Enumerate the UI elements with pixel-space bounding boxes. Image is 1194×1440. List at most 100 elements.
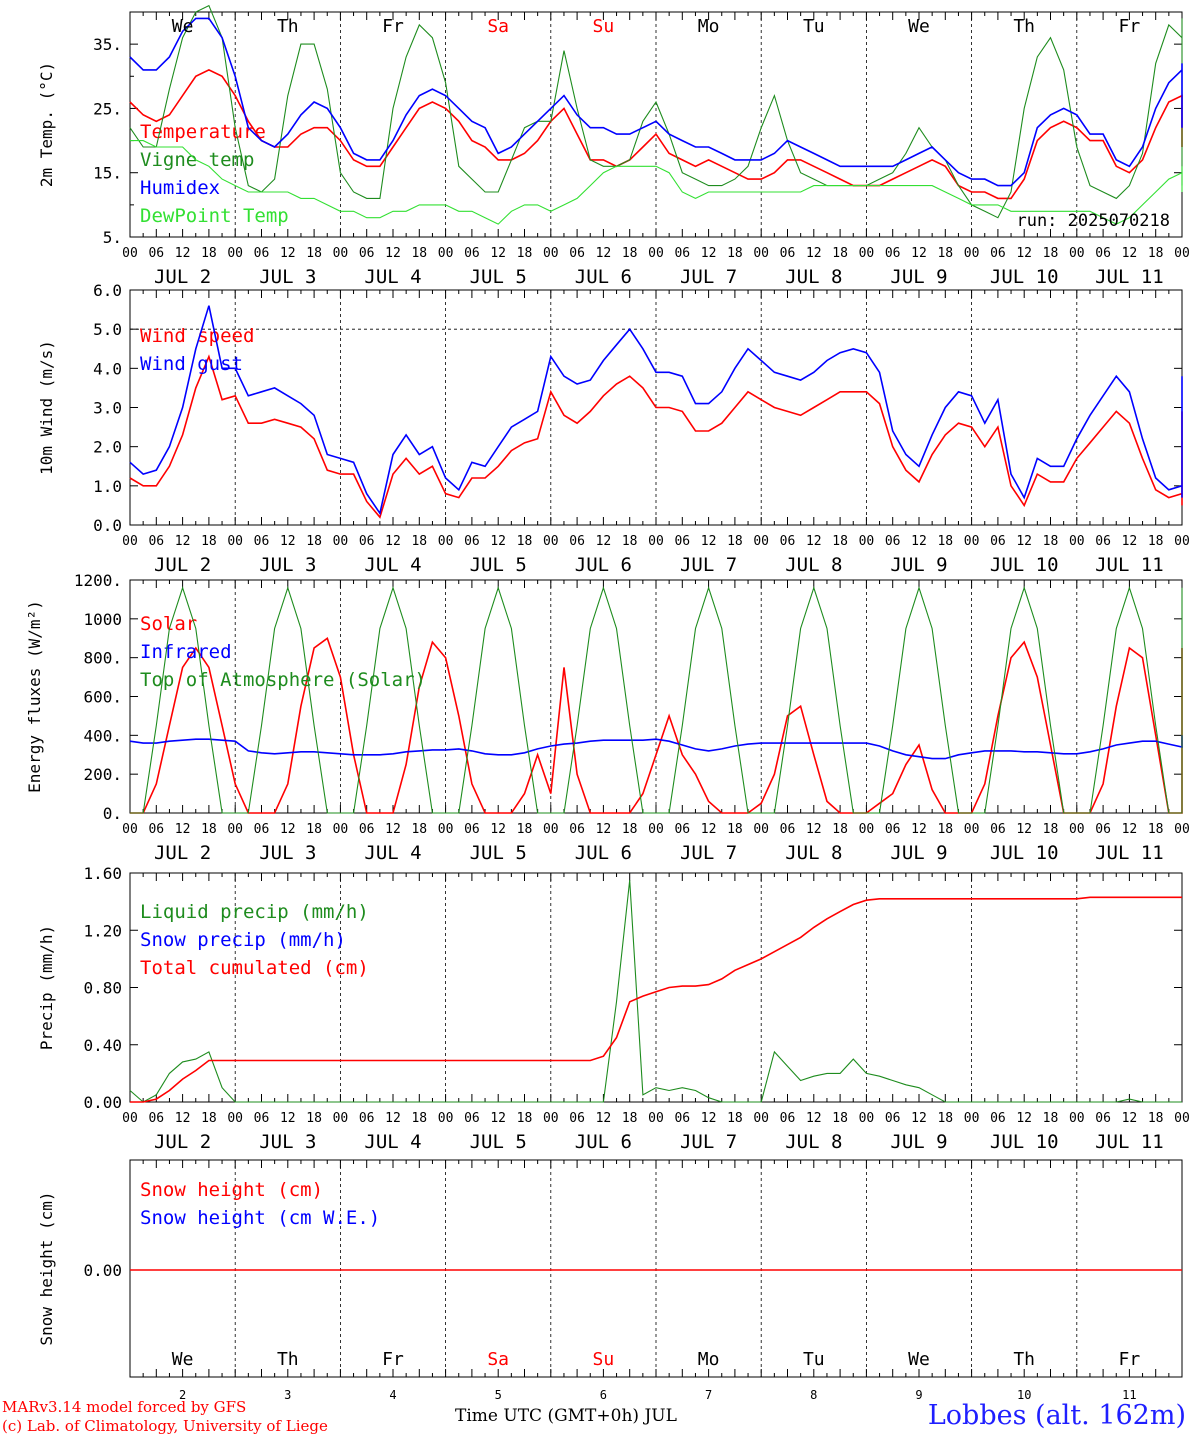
date-label: JUL 7 xyxy=(680,266,737,288)
hour-tick-label: 06 xyxy=(1095,534,1111,549)
hour-tick-label: 18 xyxy=(937,1111,953,1126)
y-tick-label: 3.0 xyxy=(93,399,122,418)
hour-tick-label: 06 xyxy=(1095,822,1111,837)
hour-tick-label: 06 xyxy=(148,246,164,261)
y-tick-label: 1.20 xyxy=(83,921,122,940)
hour-tick-label: 18 xyxy=(411,534,427,549)
hour-tick-label: 06 xyxy=(990,1111,1006,1126)
date-label: JUL 4 xyxy=(364,842,421,864)
weekday-label: Tu xyxy=(803,1349,825,1370)
hour-tick-label: 12 xyxy=(1122,822,1138,837)
hour-tick-label: 18 xyxy=(622,1111,638,1126)
y-tick-label: 0.80 xyxy=(83,979,122,998)
hour-tick-label: 12 xyxy=(175,822,191,837)
hour-tick-label: 18 xyxy=(832,822,848,837)
date-label: JUL 5 xyxy=(470,266,527,288)
legend-entry: Wind speed xyxy=(140,325,254,347)
y-axis-title: 10m Wind (m/s) xyxy=(37,340,56,475)
weekday-label: Fr xyxy=(382,16,404,37)
hour-tick-label: 00 xyxy=(1069,1111,1085,1126)
y-tick-label: 6.0 xyxy=(93,281,122,300)
hour-tick-label: 12 xyxy=(490,246,506,261)
date-label: JUL 6 xyxy=(575,1131,632,1153)
hour-tick-label: 12 xyxy=(175,246,191,261)
date-label: JUL 11 xyxy=(1095,842,1164,864)
date-label: JUL 4 xyxy=(364,554,421,576)
series-line-wind-speed xyxy=(129,354,1183,519)
date-label: JUL 5 xyxy=(470,1131,527,1153)
hour-tick-label: 12 xyxy=(806,534,822,549)
weekday-label: Sa xyxy=(487,1349,509,1370)
hour-tick-label: 18 xyxy=(1148,822,1164,837)
hour-tick-label: 00 xyxy=(753,822,769,837)
hour-tick-label: 12 xyxy=(1016,1111,1032,1126)
series-line-liquid-precip-mm-h- xyxy=(129,880,1182,1103)
hour-tick-label: 00 xyxy=(1174,1111,1190,1126)
y-axis-title: Energy fluxes (W/m²) xyxy=(25,600,44,793)
weekday-label: Th xyxy=(1013,1349,1035,1370)
date-label: JUL 6 xyxy=(575,842,632,864)
legend-entry: Temperature xyxy=(140,121,266,143)
hour-tick-label: 12 xyxy=(596,534,612,549)
hour-tick-label: 18 xyxy=(517,822,533,837)
hour-tick-label: 12 xyxy=(1122,246,1138,261)
hour-tick-label: 18 xyxy=(306,822,322,837)
hour-tick-label: 06 xyxy=(780,534,796,549)
hour-tick-label: 06 xyxy=(569,534,585,549)
hour-tick-label: 06 xyxy=(359,1111,375,1126)
hour-tick-label: 12 xyxy=(701,822,717,837)
series-line-top-of-atmosphere-solar- xyxy=(130,586,1183,814)
weekday-label: We xyxy=(172,16,194,37)
hour-tick-label: 06 xyxy=(1095,1111,1111,1126)
hour-tick-label: 00 xyxy=(333,1111,349,1126)
hour-tick-label: 06 xyxy=(674,822,690,837)
hour-tick-label: 06 xyxy=(464,822,480,837)
series-line-dewpoint-temp xyxy=(130,140,1183,225)
hour-tick-label: 12 xyxy=(701,1111,717,1126)
hour-tick-label: 18 xyxy=(832,1111,848,1126)
y-tick-label: 4.0 xyxy=(93,359,122,378)
weekday-label: Th xyxy=(277,1349,299,1370)
hour-tick-label: 18 xyxy=(1148,534,1164,549)
hour-tick-label: 06 xyxy=(780,1111,796,1126)
hour-tick-label: 06 xyxy=(359,246,375,261)
hour-tick-label: 18 xyxy=(622,534,638,549)
hour-tick-label: 12 xyxy=(701,534,717,549)
hour-tick-label: 00 xyxy=(333,822,349,837)
hour-tick-label: 06 xyxy=(359,534,375,549)
hour-tick-label: 00 xyxy=(122,534,138,549)
hour-tick-label: 12 xyxy=(701,246,717,261)
y-tick-label: 0.40 xyxy=(83,1036,122,1055)
hour-tick-label: 00 xyxy=(1069,822,1085,837)
date-label: JUL 10 xyxy=(990,554,1059,576)
hour-tick-label: 00 xyxy=(122,1111,138,1126)
weekday-label: We xyxy=(172,1349,194,1370)
y-tick-label: 1.0 xyxy=(93,477,122,496)
hour-tick-label: 12 xyxy=(911,822,927,837)
hour-tick-label: 00 xyxy=(438,246,454,261)
hour-tick-label: 18 xyxy=(517,1111,533,1126)
hour-tick-label: 06 xyxy=(674,1111,690,1126)
hour-tick-label: 18 xyxy=(727,1111,743,1126)
weekday-label: Th xyxy=(277,16,299,37)
hour-tick-label: 12 xyxy=(280,1111,296,1126)
date-label: JUL 2 xyxy=(154,1131,211,1153)
date-label: JUL 3 xyxy=(259,554,316,576)
weekday-label: Mo xyxy=(698,16,720,37)
hour-tick-label: 00 xyxy=(859,822,875,837)
hour-tick-label: 12 xyxy=(596,246,612,261)
hour-tick-label: 00 xyxy=(543,534,559,549)
hour-tick-label: 00 xyxy=(438,534,454,549)
panel-snow: 0.00 Snow height (cm) Snow height (cm) Snow… xyxy=(37,1159,1183,1402)
hour-tick-label: 12 xyxy=(911,534,927,549)
weekday-label: We xyxy=(908,1349,930,1370)
date-label: JUL 11 xyxy=(1095,554,1164,576)
date-label: JUL 6 xyxy=(575,266,632,288)
hour-tick-label: 00 xyxy=(1069,534,1085,549)
hour-tick-label: 06 xyxy=(464,534,480,549)
hour-tick-label: 12 xyxy=(596,822,612,837)
hour-tick-label: 06 xyxy=(464,1111,480,1126)
hour-tick-label: 18 xyxy=(832,534,848,549)
hour-tick-label: 18 xyxy=(1148,1111,1164,1126)
hour-tick-label: 18 xyxy=(622,246,638,261)
